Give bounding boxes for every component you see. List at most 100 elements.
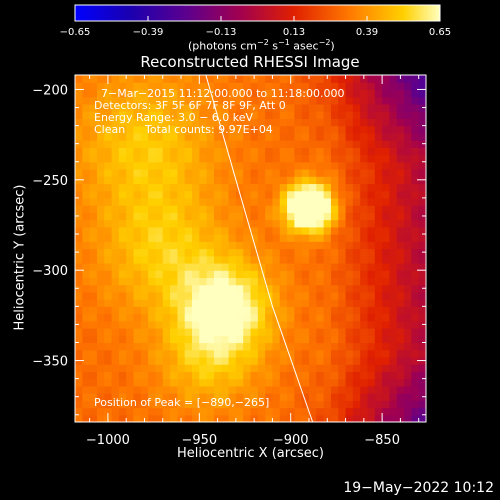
heatmap-cell (418, 161, 426, 170)
heatmap-cell (316, 284, 325, 293)
heatmap-cell (228, 371, 237, 380)
heatmap-cell (118, 226, 127, 235)
heatmap-cell (206, 132, 215, 141)
heatmap-cell (75, 291, 83, 300)
heatmap-cell (96, 414, 105, 422)
heatmap-cell (411, 125, 420, 134)
heatmap-cell (316, 306, 325, 315)
heatmap-cell (279, 255, 288, 264)
heatmap-cell (294, 342, 303, 351)
heatmap-cell (192, 241, 200, 250)
heatmap-cell (367, 306, 376, 315)
heatmap-cell (133, 277, 142, 286)
heatmap-cell (221, 400, 230, 409)
heatmap-cell (206, 262, 215, 271)
heatmap-cell (411, 132, 420, 141)
heatmap-cell (82, 176, 91, 185)
heatmap-cell (89, 400, 98, 409)
heatmap-cell (89, 118, 98, 127)
heatmap-cell (213, 385, 222, 394)
colorbar-tick-label: −0.13 (206, 27, 237, 38)
heatmap-cell (126, 385, 135, 394)
heatmap-cell (272, 205, 281, 213)
heatmap-cell (170, 147, 178, 156)
heatmap-cell (170, 385, 178, 394)
heatmap-cell (257, 241, 266, 250)
heatmap-cell (192, 89, 200, 98)
heatmap-cell (338, 140, 347, 148)
heatmap-cell (75, 147, 83, 156)
heatmap-cell (287, 226, 295, 235)
heatmap-cell (206, 407, 215, 416)
heatmap-cell (206, 212, 215, 221)
heatmap-cell (352, 219, 361, 228)
heatmap-cell (367, 75, 376, 83)
heatmap-cell (111, 255, 120, 264)
heatmap-cell (250, 118, 259, 127)
heatmap-cell (199, 328, 208, 336)
heatmap-cell (279, 168, 288, 177)
heatmap-cell (272, 284, 281, 293)
heatmap-cell (89, 270, 98, 279)
heatmap-cell (89, 82, 98, 91)
heatmap-cell (374, 378, 383, 387)
heatmap-cell (199, 118, 208, 127)
heatmap-cell (272, 342, 281, 351)
heatmap-cell (82, 183, 91, 192)
heatmap-cell (360, 103, 369, 112)
heatmap-cell (221, 132, 230, 141)
heatmap-cell (184, 241, 193, 250)
heatmap-cell (257, 147, 266, 156)
heatmap-cell (301, 385, 310, 394)
heatmap-cell (177, 400, 186, 409)
heatmap-cell (170, 197, 178, 206)
heatmap-cell (96, 335, 105, 344)
heatmap-cell (404, 176, 412, 185)
heatmap-cell (301, 364, 310, 372)
heatmap-cell (360, 320, 369, 329)
heatmap-cell (243, 349, 252, 358)
heatmap-cell (235, 284, 244, 293)
heatmap-cell (352, 168, 361, 177)
heatmap-cell (111, 306, 120, 315)
heatmap-cell (272, 306, 281, 315)
heatmap-cell (352, 75, 361, 83)
heatmap-cell (411, 205, 420, 213)
heatmap-cell (213, 284, 222, 293)
heatmap-cell (287, 82, 295, 91)
heatmap-cell (170, 393, 178, 401)
heatmap-cell (75, 161, 83, 170)
heatmap-cell (126, 378, 135, 387)
heatmap-cell (265, 103, 274, 112)
heatmap-cell (133, 226, 142, 235)
heatmap-cell (411, 270, 420, 279)
heatmap-cell (309, 255, 317, 264)
heatmap-cell (162, 371, 171, 380)
heatmap-cell (404, 291, 412, 300)
heatmap-cell (111, 270, 120, 279)
heatmap-cell (294, 270, 303, 279)
heatmap-cell (104, 234, 113, 242)
heatmap-cell (330, 161, 339, 170)
heatmap-cell (257, 378, 266, 387)
heatmap-cell (170, 299, 178, 307)
heatmap-cell (170, 161, 178, 170)
heatmap-cell (404, 154, 412, 163)
heatmap-cell (155, 262, 164, 271)
heatmap-cell (382, 226, 391, 235)
heatmap-cell (279, 328, 288, 336)
heatmap-cell (287, 385, 295, 394)
heatmap-cell (418, 335, 426, 344)
heatmap-cell (162, 400, 171, 409)
heatmap-cell (330, 400, 339, 409)
heatmap-cell (221, 111, 230, 119)
heatmap-cell (411, 154, 420, 163)
heatmap-cell (213, 82, 222, 91)
heatmap-cell (148, 328, 157, 336)
heatmap-cell (389, 176, 398, 185)
heatmap-cell (360, 335, 369, 344)
heatmap-cell (352, 299, 361, 307)
heatmap-cell (367, 234, 376, 242)
heatmap-cell (389, 335, 398, 344)
heatmap-cell (104, 291, 113, 300)
